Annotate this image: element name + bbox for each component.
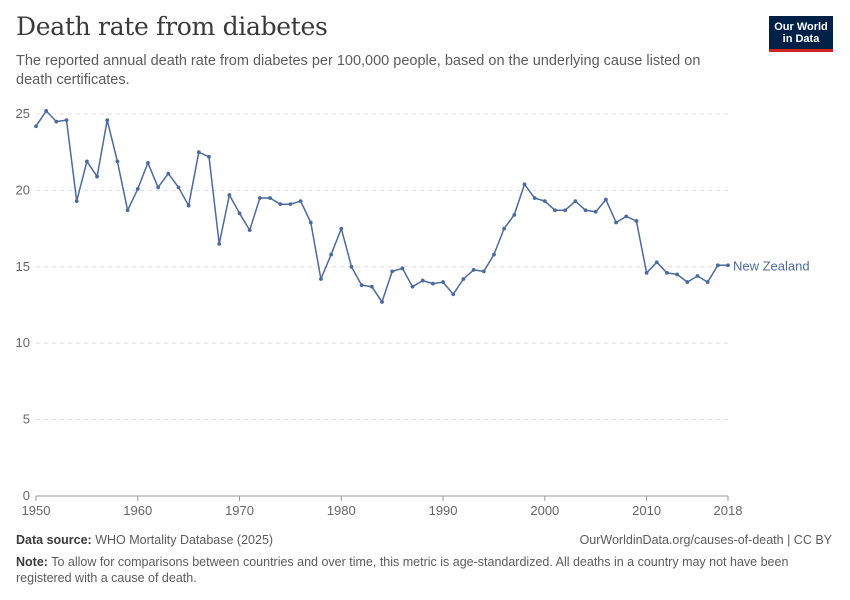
data-point (359, 283, 364, 288)
data-point (461, 277, 466, 281)
y-tick-label: 10 (16, 335, 30, 350)
x-tick-label: 2018 (714, 503, 743, 518)
series-label: New Zealand (733, 258, 810, 273)
data-point (502, 226, 507, 231)
data-point (492, 252, 496, 257)
data-point (247, 228, 252, 233)
data-point (715, 263, 720, 268)
data-point (471, 267, 476, 272)
data-point (135, 186, 140, 191)
data-point (400, 266, 405, 271)
data-point (349, 264, 354, 269)
x-tick-label: 1950 (22, 503, 51, 518)
data-point (726, 263, 730, 268)
data-point (675, 272, 680, 277)
data-point (532, 196, 537, 200)
data-point (430, 281, 435, 286)
x-tick-label: 2010 (632, 503, 661, 518)
data-point (54, 119, 59, 124)
data-point (390, 269, 395, 274)
data-source: Data source: WHO Mortality Database (202… (16, 533, 273, 547)
x-tick-label: 1990 (429, 503, 458, 518)
data-point (146, 160, 150, 165)
data-point (84, 159, 89, 164)
logo-line-1: Our World (774, 21, 828, 33)
data-point (44, 109, 49, 113)
data-point (278, 202, 283, 207)
chart-title: Death rate from diabetes (16, 12, 328, 41)
data-point (573, 199, 578, 203)
data-point (441, 280, 445, 284)
data-point (105, 118, 110, 123)
data-point (603, 197, 608, 202)
data-point (329, 252, 334, 257)
data-point (654, 260, 659, 265)
data-point (257, 196, 262, 200)
data-point (451, 292, 456, 297)
data-point (156, 185, 161, 190)
data-point (176, 185, 181, 190)
chart-subtitle: The reported annual death rate from diab… (16, 53, 701, 88)
x-tick-label: 1980 (327, 503, 356, 518)
data-point (308, 220, 313, 225)
data-point (380, 300, 384, 304)
data-point (268, 196, 272, 200)
data-point (115, 159, 120, 164)
data-point (207, 154, 211, 159)
data-point (217, 241, 222, 246)
source-url[interactable]: OurWorldinData.org/causes-of-death | CC … (579, 533, 832, 547)
data-point (685, 280, 690, 284)
data-point (74, 199, 79, 203)
data-point (563, 208, 568, 213)
data-point (481, 269, 486, 274)
y-tick-label: 25 (16, 106, 30, 121)
data-point (624, 214, 629, 219)
data-point (593, 209, 598, 214)
data-point (288, 202, 293, 207)
data-point (583, 208, 588, 213)
data-point (237, 211, 242, 216)
logo-line-2: in Data (782, 33, 820, 45)
data-source-text: WHO Mortality Database (2025) (95, 533, 274, 547)
y-tick-label: 5 (23, 412, 30, 427)
data-point (553, 208, 557, 213)
y-tick-label: 20 (16, 182, 30, 197)
data-point (420, 278, 425, 283)
x-tick-label: 1960 (123, 503, 152, 518)
data-point (186, 203, 191, 208)
data-point (95, 174, 99, 179)
data-point (695, 274, 700, 278)
data-point (542, 199, 547, 203)
data-point (614, 220, 618, 225)
owid-logo[interactable]: Our World in Data (769, 16, 833, 52)
y-tick-label: 15 (16, 259, 30, 274)
logo-accent-bar (769, 49, 833, 52)
data-point (512, 212, 517, 217)
data-point (634, 219, 639, 223)
x-tick-label: 1970 (225, 503, 254, 518)
y-tick-label: 0 (23, 488, 30, 503)
series-line (35, 110, 728, 303)
data-point (369, 284, 374, 289)
data-point (64, 118, 69, 123)
note-text: To allow for comparisons between countri… (16, 555, 789, 585)
data-point (339, 226, 344, 231)
data-point (125, 208, 130, 213)
data-point (196, 150, 201, 155)
data-source-label: Data source: (16, 533, 92, 547)
chart-note: Note: To allow for comparisons between c… (16, 554, 826, 586)
x-tick-label: 2000 (530, 503, 559, 518)
data-point (644, 271, 649, 275)
data-point (298, 199, 303, 203)
data-point (227, 193, 232, 197)
data-point (522, 182, 527, 187)
data-point (665, 271, 669, 275)
note-label: Note: (16, 555, 48, 569)
data-point (410, 284, 415, 289)
data-point (166, 171, 171, 176)
data-point (705, 280, 710, 284)
data-point (319, 277, 323, 281)
data-point (34, 124, 38, 129)
